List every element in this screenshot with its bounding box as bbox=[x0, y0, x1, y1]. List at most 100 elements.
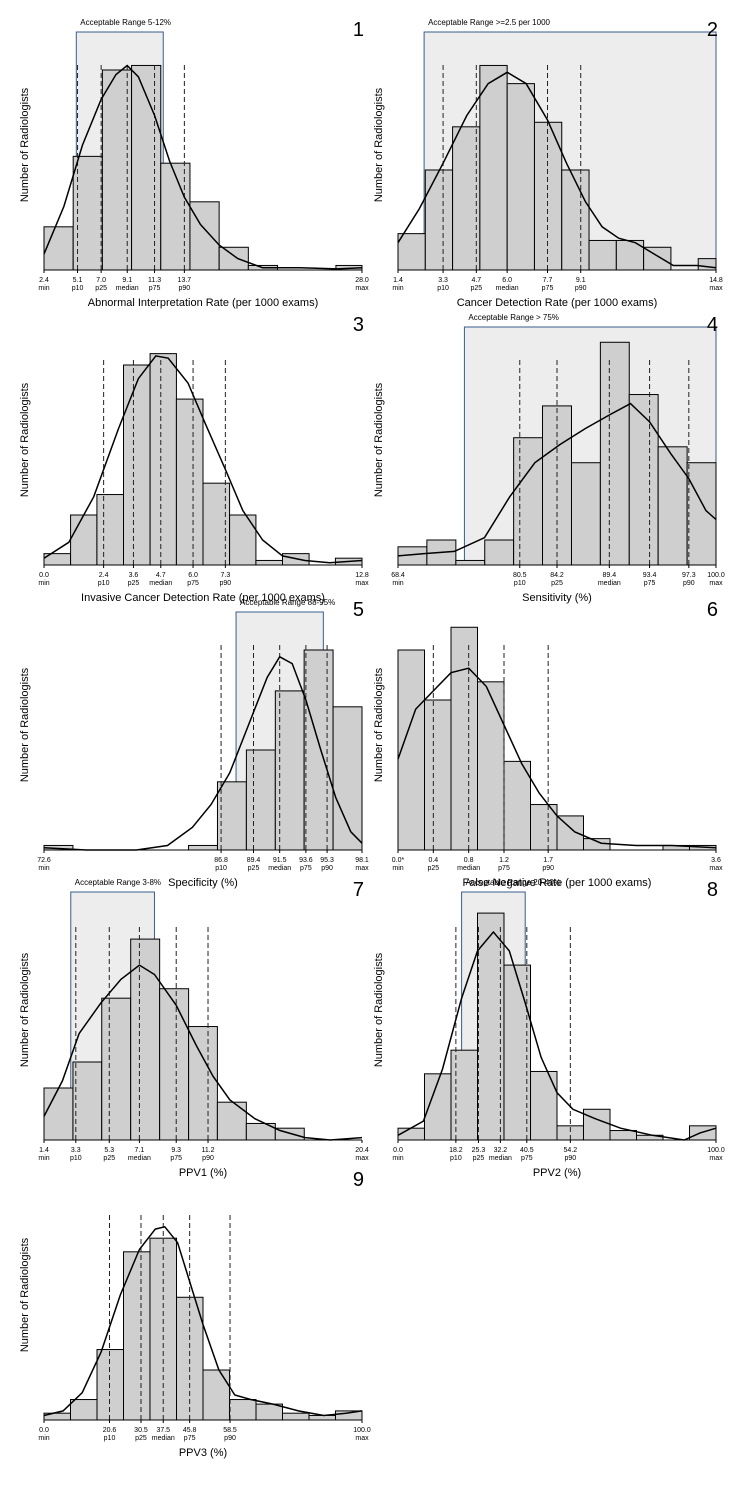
x-tick-stat-p75: p75 bbox=[542, 285, 554, 292]
x-tick-value-p75: 7.7 bbox=[543, 277, 553, 284]
x-tick-stat-max: max bbox=[355, 285, 369, 292]
x-tick-value-p10: 3.3 bbox=[71, 1147, 81, 1154]
x-tick-value-median: 6.0 bbox=[502, 277, 512, 284]
histogram-bar bbox=[689, 1125, 717, 1141]
histogram-bar bbox=[450, 1049, 478, 1141]
panel-number: 3 bbox=[353, 314, 364, 336]
x-tick-stat-min: min bbox=[38, 865, 49, 872]
histogram-bar bbox=[556, 815, 584, 851]
histogram-bar bbox=[229, 514, 257, 566]
histogram-bar bbox=[628, 394, 659, 566]
x-tick-value-median: 37.5 bbox=[156, 1427, 170, 1434]
x-axis-title: Invasive Cancer Detection Rate (per 1000… bbox=[81, 592, 325, 604]
x-tick-value-median: 89.4 bbox=[603, 572, 617, 579]
x-tick-stat-min: min bbox=[38, 580, 49, 587]
histogram-bar bbox=[397, 1127, 425, 1141]
panel-number: 2 bbox=[707, 19, 718, 41]
histogram-bar bbox=[43, 1087, 74, 1141]
x-tick-value-median: 4.7 bbox=[156, 572, 166, 579]
histogram-bar bbox=[484, 539, 515, 566]
histogram-bar bbox=[255, 559, 284, 566]
x-tick-value-max: 98.1 bbox=[355, 857, 369, 864]
x-tick-stat-median: median bbox=[489, 1155, 512, 1162]
histogram-bar bbox=[599, 341, 630, 566]
x-tick-stat-min: min bbox=[392, 580, 403, 587]
x-tick-stat-p10: p10 bbox=[450, 1155, 462, 1162]
histogram-bar bbox=[216, 781, 247, 851]
x-tick-stat-p10: p10 bbox=[98, 580, 110, 587]
histogram-bar bbox=[424, 169, 454, 271]
histogram-bar bbox=[188, 844, 218, 851]
panel-number: 6 bbox=[707, 599, 718, 621]
histogram-bar bbox=[69, 1399, 98, 1421]
x-tick-stat-p75: p75 bbox=[170, 1155, 182, 1162]
histogram-bar bbox=[479, 64, 508, 271]
histogram-bar bbox=[530, 1070, 558, 1141]
histogram-bar bbox=[72, 1061, 103, 1141]
x-tick-stat-p25: p25 bbox=[95, 285, 107, 292]
x-tick-stat-median: median bbox=[116, 285, 139, 292]
x-tick-stat-median: median bbox=[457, 865, 480, 872]
density-curve bbox=[43, 655, 363, 851]
histogram-bar bbox=[513, 437, 544, 566]
x-tick-value-p90: 11.2 bbox=[201, 1147, 214, 1154]
x-tick-stat-min: min bbox=[38, 1155, 49, 1162]
x-tick-value-min: 72.6 bbox=[37, 857, 51, 864]
histogram-bar bbox=[452, 126, 481, 271]
x-tick-stat-p25: p25 bbox=[427, 865, 439, 872]
x-tick-stat-p25: p25 bbox=[135, 1435, 147, 1442]
x-tick-stat-p75: p75 bbox=[187, 580, 199, 587]
x-tick-value-max: 100.0 bbox=[707, 1147, 725, 1154]
x-tick-stat-p25: p25 bbox=[551, 580, 563, 587]
x-tick-stat-p25: p25 bbox=[470, 285, 482, 292]
x-tick-stat-p90: p90 bbox=[542, 865, 554, 872]
x-tick-stat-p10: p10 bbox=[215, 865, 227, 872]
histogram-bar bbox=[218, 246, 249, 271]
x-tick-value-p90: 95.3 bbox=[320, 857, 334, 864]
x-tick-value-p25: 25.3 bbox=[472, 1147, 486, 1154]
x-tick-stat-median: median bbox=[268, 865, 291, 872]
y-axis-title: Number of Radiologists bbox=[373, 87, 385, 202]
x-tick-value-p10: 5.1 bbox=[73, 277, 83, 284]
x-tick-value-p75: 11.3 bbox=[148, 277, 161, 284]
x-tick-stat-min: min bbox=[38, 285, 49, 292]
x-tick-stat-p75: p75 bbox=[149, 285, 161, 292]
x-tick-stat-p90: p90 bbox=[321, 865, 333, 872]
x-tick-stat-median: median bbox=[128, 1155, 151, 1162]
x-axis-title: PPV2 (%) bbox=[533, 1167, 581, 1179]
x-tick-value-median: 9.1 bbox=[122, 277, 132, 284]
x-tick-stat-max: max bbox=[709, 1155, 723, 1162]
x-tick-value-median: 0.8 bbox=[464, 857, 474, 864]
histogram-bar bbox=[570, 462, 601, 566]
x-tick-value-min: 1.4 bbox=[39, 1147, 49, 1154]
x-tick-stat-p75: p75 bbox=[184, 1435, 196, 1442]
x-tick-value-max: 3.6 bbox=[711, 857, 721, 864]
x-tick-value-p25: 30.5 bbox=[134, 1427, 148, 1434]
x-tick-stat-p90: p90 bbox=[565, 1155, 577, 1162]
x-tick-stat-p75: p75 bbox=[644, 580, 656, 587]
x-tick-stat-p75: p75 bbox=[498, 865, 510, 872]
histogram-bar bbox=[582, 1108, 611, 1141]
histogram-bar bbox=[397, 649, 425, 851]
x-tick-value-p25: 3.6 bbox=[129, 572, 139, 579]
x-axis-title: PPV3 (%) bbox=[179, 1447, 227, 1459]
x-tick-stat-p10: p10 bbox=[437, 285, 449, 292]
histogram-bar bbox=[255, 1403, 283, 1421]
histogram-bar bbox=[101, 997, 132, 1141]
x-tick-stat-min: min bbox=[392, 865, 403, 872]
x-axis-title: False Negative Rate (per 1000 exams) bbox=[463, 877, 652, 889]
y-axis-title: Number of Radiologists bbox=[19, 952, 31, 1067]
x-tick-stat-min: min bbox=[392, 285, 403, 292]
x-tick-value-min: 0.0* bbox=[392, 857, 405, 864]
histogram-bar bbox=[503, 760, 531, 851]
histogram-bar bbox=[609, 1130, 638, 1141]
x-tick-stat-p90: p90 bbox=[179, 285, 191, 292]
x-axis-title: Specificity (%) bbox=[168, 877, 238, 889]
x-tick-value-p75: 93.4 bbox=[643, 572, 657, 579]
x-tick-value-p10: 86.8 bbox=[214, 857, 228, 864]
x-tick-value-min: 68.4 bbox=[391, 572, 405, 579]
